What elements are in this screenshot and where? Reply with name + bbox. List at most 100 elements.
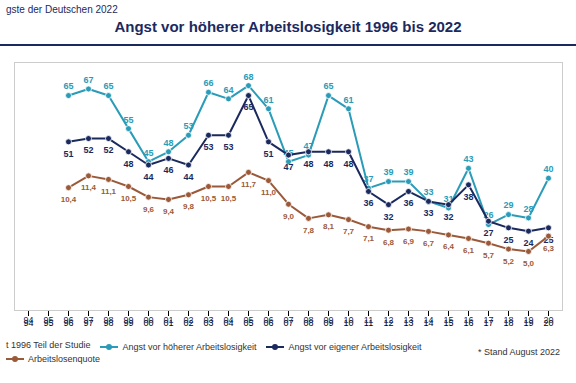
svg-text:14: 14: [423, 315, 433, 325]
svg-text:45: 45: [143, 148, 153, 158]
svg-text:45: 45: [283, 147, 294, 158]
svg-text:7,1: 7,1: [363, 234, 375, 243]
svg-text:44: 44: [143, 172, 153, 182]
svg-text:61: 61: [263, 95, 273, 105]
svg-text:53: 53: [223, 142, 233, 152]
svg-text:7,7: 7,7: [343, 227, 355, 236]
svg-text:96: 96: [63, 315, 73, 325]
svg-text:65: 65: [103, 81, 113, 91]
svg-text:98: 98: [103, 315, 113, 325]
svg-text:65: 65: [63, 81, 73, 91]
svg-text:15: 15: [443, 315, 453, 325]
svg-text:6,3: 6,3: [543, 244, 555, 253]
svg-text:09: 09: [323, 315, 333, 325]
svg-text:13: 13: [403, 315, 413, 325]
svg-text:11,0: 11,0: [261, 188, 277, 197]
svg-text:38: 38: [463, 192, 473, 202]
svg-text:52: 52: [83, 145, 93, 155]
svg-text:9,4: 9,4: [163, 207, 175, 216]
svg-text:9,6: 9,6: [143, 205, 155, 214]
svg-text:02: 02: [183, 315, 193, 325]
svg-text:10,5: 10,5: [121, 194, 137, 203]
svg-text:27: 27: [483, 228, 493, 238]
svg-text:18: 18: [503, 315, 513, 325]
svg-text:94: 94: [23, 315, 33, 325]
svg-text:07: 07: [283, 315, 293, 325]
svg-text:6,7: 6,7: [423, 239, 435, 248]
svg-text:39: 39: [403, 167, 413, 177]
svg-text:48: 48: [303, 159, 313, 169]
html-text:gste der Deutschen 2022: gste der Deutschen 2022: [6, 4, 118, 15]
svg-text:39: 39: [383, 167, 393, 177]
svg-text:9,0: 9,0: [283, 212, 295, 221]
svg-text:61: 61: [343, 95, 353, 105]
svg-text:36: 36: [403, 198, 413, 208]
svg-text:25: 25: [503, 235, 513, 245]
svg-text:20: 20: [543, 315, 553, 325]
svg-text:55: 55: [123, 115, 133, 125]
svg-text:12: 12: [383, 315, 393, 325]
svg-text:44: 44: [183, 172, 193, 182]
svg-text:97: 97: [83, 315, 93, 325]
svg-text:01: 01: [163, 315, 173, 325]
svg-text:03: 03: [203, 315, 213, 325]
svg-text:33: 33: [423, 208, 433, 218]
svg-text:43: 43: [463, 154, 473, 164]
svg-text:19: 19: [523, 315, 533, 325]
svg-text:64: 64: [223, 85, 233, 95]
svg-text:51: 51: [263, 149, 273, 159]
svg-text:47: 47: [283, 162, 293, 172]
svg-text:10: 10: [343, 315, 353, 325]
svg-text:5,0: 5,0: [523, 259, 535, 268]
svg-text:53: 53: [183, 121, 193, 131]
svg-text:48: 48: [323, 159, 333, 169]
svg-text:04: 04: [223, 315, 233, 325]
svg-text:28: 28: [523, 204, 533, 214]
svg-text:48: 48: [163, 138, 173, 148]
svg-text:52: 52: [103, 145, 113, 155]
svg-text:29: 29: [503, 200, 513, 210]
svg-text:11,1: 11,1: [101, 187, 117, 196]
svg-text:11,7: 11,7: [241, 180, 257, 189]
svg-text:10,5: 10,5: [201, 194, 217, 203]
svg-text:46: 46: [163, 165, 173, 175]
svg-text:10,4: 10,4: [61, 195, 77, 204]
svg-text:99: 99: [123, 315, 133, 325]
svg-text:05: 05: [243, 315, 253, 325]
svg-text:51: 51: [63, 149, 73, 159]
svg-text:6,1: 6,1: [463, 246, 475, 255]
svg-text:66: 66: [203, 78, 213, 88]
svg-text:17: 17: [483, 315, 493, 325]
svg-text:9,8: 9,8: [183, 202, 195, 211]
svg-text:06: 06: [263, 315, 273, 325]
svg-text:31: 31: [443, 193, 454, 204]
svg-text:11,4: 11,4: [81, 183, 97, 192]
svg-text:10,5: 10,5: [221, 194, 237, 203]
svg-text:68: 68: [243, 72, 253, 82]
svg-text:24: 24: [523, 238, 533, 248]
svg-text:67: 67: [83, 75, 93, 85]
svg-text:48: 48: [123, 159, 133, 169]
svg-text:00: 00: [143, 315, 153, 325]
svg-text:16: 16: [463, 315, 473, 325]
svg-text:6,9: 6,9: [403, 237, 415, 246]
svg-text:11: 11: [364, 315, 373, 325]
html-text:Angst vor höherer Arbeitslosig: Angst vor höherer Arbeitslosigkeit 1996 …: [114, 18, 462, 35]
svg-text:36: 36: [363, 198, 373, 208]
svg-text:5,2: 5,2: [503, 257, 515, 266]
svg-text:6,8: 6,8: [383, 238, 395, 247]
svg-text:08: 08: [303, 315, 313, 325]
svg-text:32: 32: [383, 212, 393, 222]
svg-text:7,8: 7,8: [303, 226, 315, 235]
svg-text:95: 95: [43, 315, 53, 325]
svg-text:65: 65: [323, 81, 333, 91]
svg-text:40: 40: [543, 164, 553, 174]
svg-text:6,4: 6,4: [443, 242, 455, 251]
svg-text:48: 48: [343, 159, 353, 169]
svg-text:65: 65: [243, 102, 253, 112]
svg-text:32: 32: [443, 212, 453, 222]
svg-text:33: 33: [423, 187, 433, 197]
svg-text:8,1: 8,1: [323, 222, 335, 231]
svg-text:5,7: 5,7: [483, 251, 495, 260]
svg-text:53: 53: [203, 142, 213, 152]
